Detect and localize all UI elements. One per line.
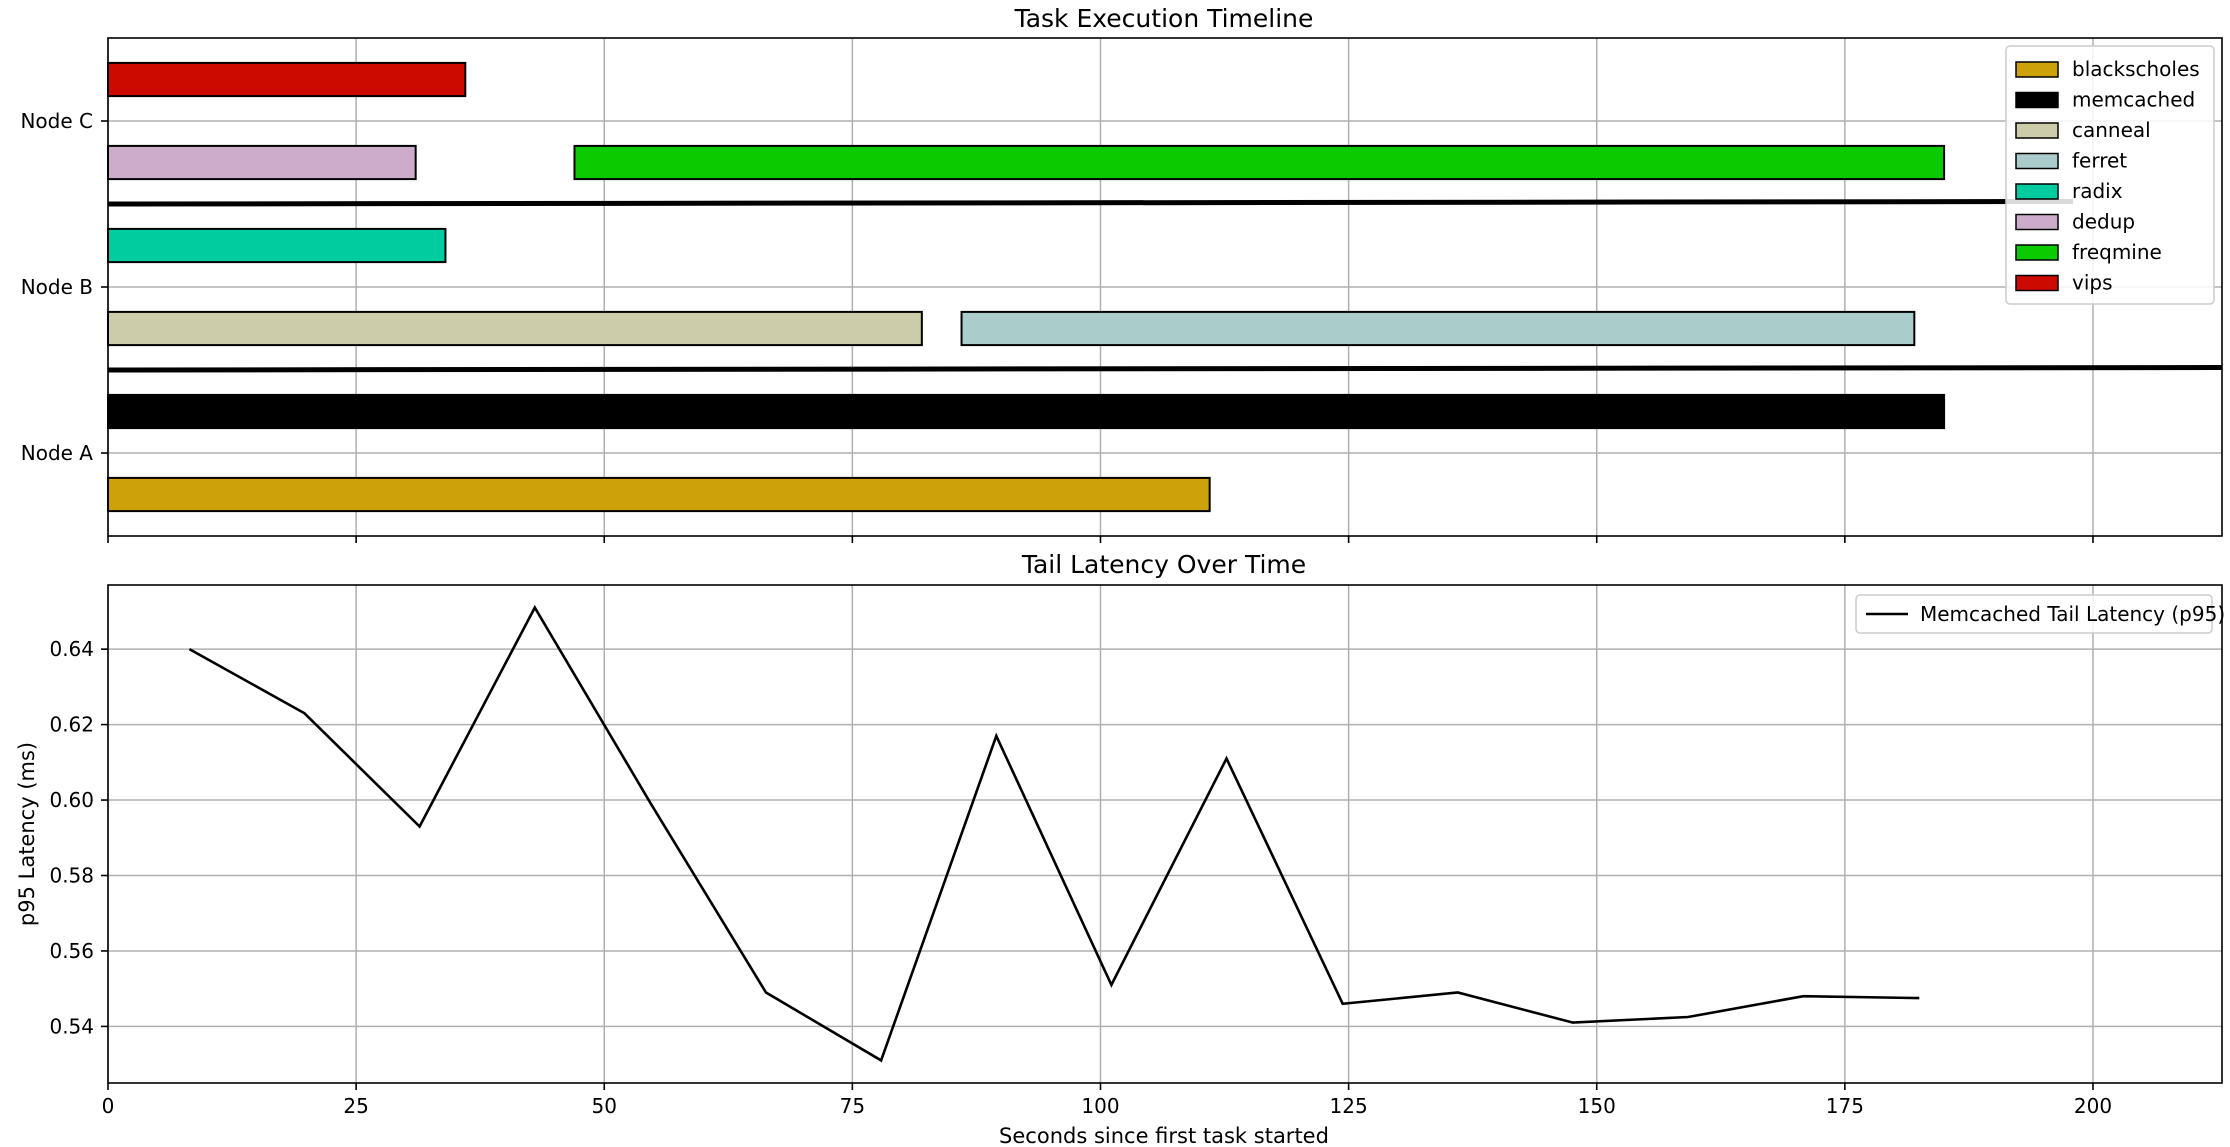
bar-freqmine — [573, 144, 1946, 181]
latency-legend: Memcached Tail Latency (p95) — [1855, 594, 2225, 634]
latency-ticks — [101, 648, 2094, 1090]
node-label-node-a: Node A — [21, 441, 94, 465]
latency-x-axis-label: Seconds since first task started — [999, 1124, 1329, 1147]
legend-label-freqmine: freqmine — [2072, 240, 2162, 264]
latency-x-tick-label-0: 0 — [102, 1094, 115, 1118]
legend-label-memcached-latency: Memcached Tail Latency (p95) — [1920, 602, 2225, 626]
latency-x-tick-label-2: 50 — [592, 1094, 617, 1118]
node-separator-1 — [107, 199, 2074, 207]
latency-y-tick-label-0: 0.54 — [49, 1014, 94, 1038]
bar-canneal — [107, 310, 923, 347]
legend-swatch-memcached — [2015, 91, 2059, 109]
node-label-node-b: Node B — [21, 275, 93, 299]
latency-x-tick-labels: 0 25 50 75 100 125 150 175 200 — [102, 1094, 2112, 1118]
latency-y-tick-label-3: 0.60 — [49, 788, 94, 812]
latency-y-tick-label-4: 0.62 — [49, 713, 94, 737]
timeline-grid — [107, 38, 2222, 536]
legend-swatch-vips — [2015, 274, 2059, 292]
legend-swatch-canneal — [2015, 122, 2059, 139]
latency-y-axis-label: p95 Latency (ms) — [15, 742, 39, 926]
timeline-bars — [107, 61, 1946, 513]
latency-x-tick-label-5: 125 — [1330, 1094, 1368, 1118]
latency-series-line — [188, 604, 1920, 1063]
legend-label-radix: radix — [2072, 179, 2123, 203]
timeline-node-labels: Node A Node B Node C — [20, 109, 93, 465]
legend-label-canneal: canneal — [2072, 118, 2151, 142]
legend-swatch-blackscholes — [2015, 61, 2059, 78]
timeline-separators — [107, 199, 2223, 373]
latency-grid — [107, 585, 2222, 1083]
latency-y-tick-label-1: 0.56 — [49, 939, 94, 963]
legend-swatch-radix — [2015, 183, 2059, 200]
timeline-title: Task Execution Timeline — [1014, 4, 1314, 33]
node-separator-0 — [107, 365, 2223, 373]
legend-label-vips: vips — [2072, 271, 2113, 295]
latency-x-tick-label-6: 150 — [1578, 1094, 1616, 1118]
latency-chart: Tail Latency Over Time 0 25 50 75 100 125 150 1… — [15, 550, 2225, 1147]
timeline-legend-box — [2005, 45, 2215, 305]
latency-y-tick-label-2: 0.58 — [49, 864, 94, 888]
legend-swatch-freqmine — [2015, 244, 2059, 261]
timeline-ticks — [101, 120, 2094, 543]
legend-swatch-ferret — [2015, 152, 2059, 170]
latency-x-tick-label-1: 25 — [343, 1094, 368, 1118]
legend-swatch-dedup — [2015, 213, 2059, 231]
bar-vips — [107, 61, 467, 98]
latency-y-tick-labels: 0.54 0.56 0.58 0.60 0.62 0.64 — [49, 637, 94, 1038]
latency-y-tick-label-5: 0.64 — [49, 637, 94, 661]
bar-radix — [107, 227, 447, 264]
latency-frame — [107, 584, 2223, 1084]
legend-label-memcached: memcached — [2072, 88, 2195, 112]
latency-x-tick-label-7: 175 — [1826, 1094, 1864, 1118]
legend-label-dedup: dedup — [2072, 210, 2135, 234]
legend-label-ferret: ferret — [2072, 149, 2127, 173]
bar-ferret — [960, 310, 1916, 347]
node-label-node-c: Node C — [20, 109, 93, 133]
latency-x-tick-label-4: 100 — [1081, 1094, 1119, 1118]
bar-blackscholes — [107, 476, 1211, 513]
timeline-legend: blackscholes memcached canneal ferret radix d… — [2005, 45, 2215, 305]
legend-label-blackscholes: blackscholes — [2072, 57, 2200, 81]
bar-dedup — [107, 144, 417, 181]
latency-legend-box — [1855, 594, 2213, 634]
bar-memcached — [107, 393, 1946, 430]
latency-x-tick-label-8: 200 — [2074, 1094, 2112, 1118]
latency-x-tick-label-3: 75 — [840, 1094, 865, 1118]
latency-title: Tail Latency Over Time — [1021, 550, 1306, 579]
